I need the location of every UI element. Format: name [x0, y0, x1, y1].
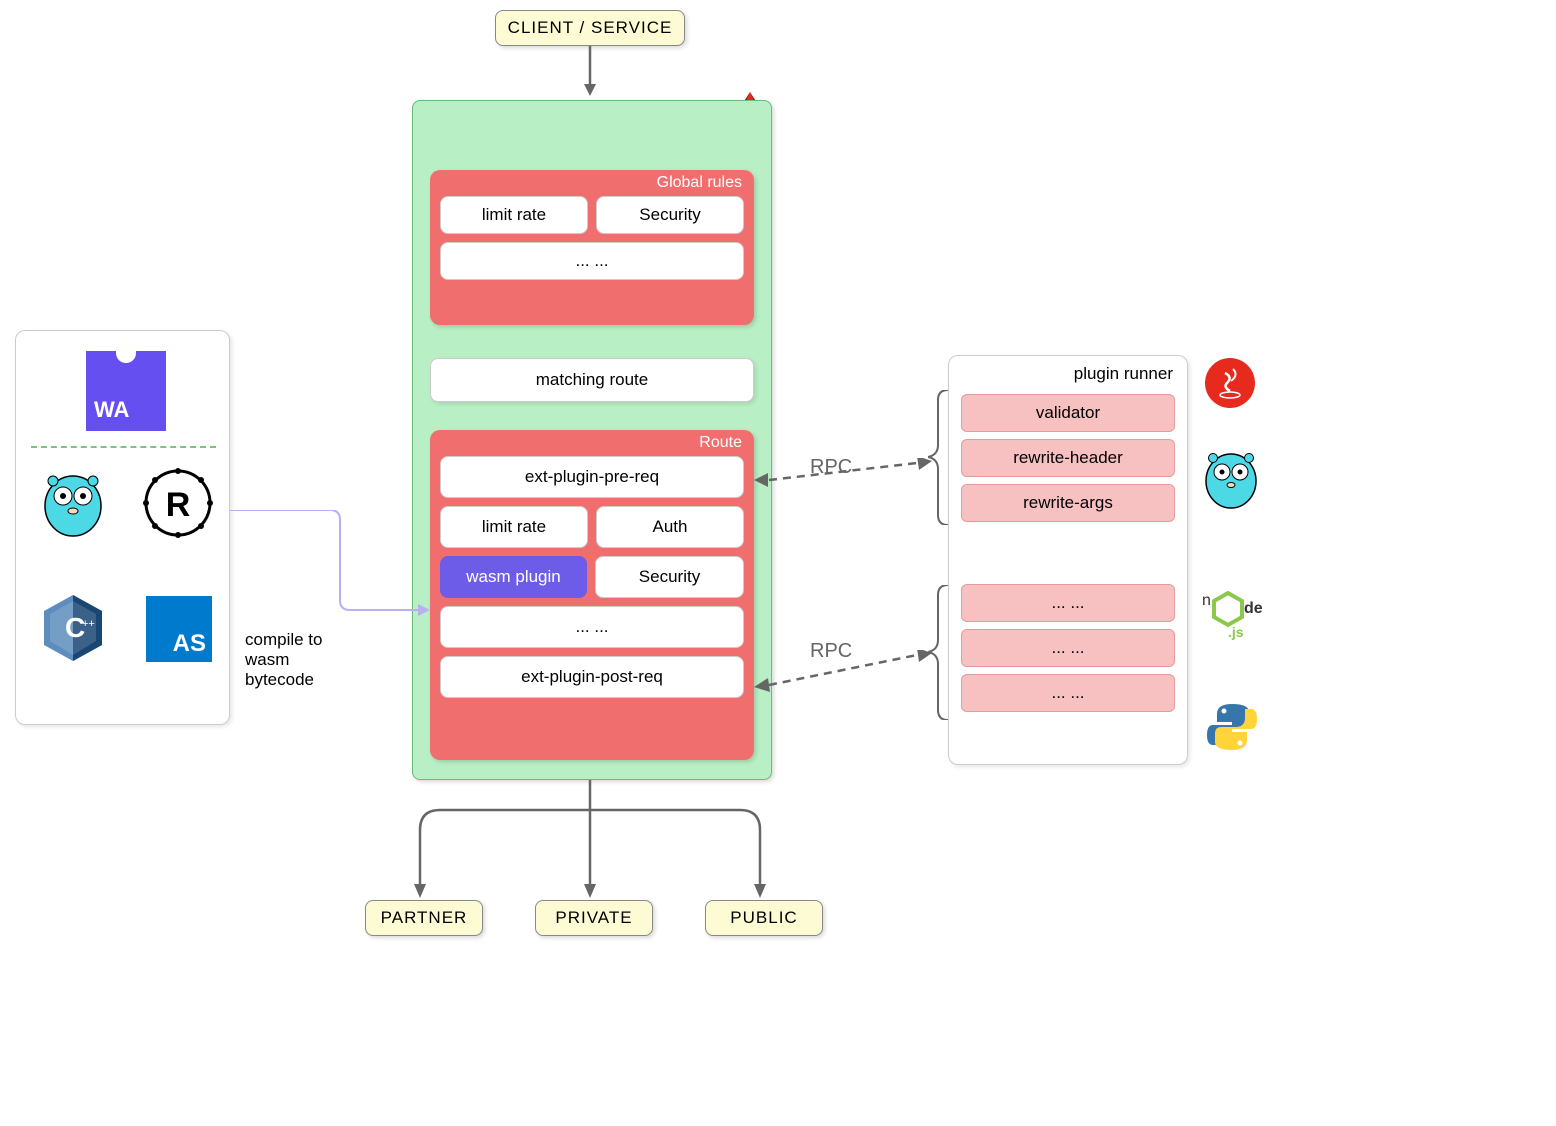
route-panel: Route ext-plugin-pre-req limit rate Auth… — [430, 430, 754, 760]
target-private: PRIVATE — [535, 900, 653, 936]
global-rule-more: ... ... — [440, 242, 744, 280]
node-icon: n de.js — [1200, 585, 1262, 646]
client-label: CLIENT / SERVICE — [508, 18, 673, 38]
svg-text:n: n — [1202, 592, 1211, 609]
route-post-req: ext-plugin-post-req — [440, 656, 744, 698]
svg-text:R: R — [166, 486, 191, 524]
target-partner: PARTNER — [365, 900, 483, 936]
global-rules-header: Global rules — [430, 170, 754, 196]
wa-logo: WA — [86, 351, 166, 431]
runner-item: rewrite-args — [961, 484, 1175, 522]
svg-text:.js: .js — [1228, 624, 1244, 640]
python-icon — [1205, 700, 1259, 759]
rpc-label: RPC — [810, 640, 852, 663]
as-icon: AS — [146, 596, 212, 662]
target-public: PUBLIC — [705, 900, 823, 936]
route-item: Security — [595, 556, 744, 598]
global-rule-item: limit rate — [440, 196, 588, 234]
svg-text:++: ++ — [82, 618, 95, 630]
go-icon — [1200, 445, 1262, 518]
wasm-divider — [31, 446, 216, 448]
route-item: limit rate — [440, 506, 588, 548]
runner-item: ... ... — [961, 674, 1175, 712]
route-header: Route — [430, 430, 754, 456]
runner-item: ... ... — [961, 629, 1175, 667]
svg-text:de: de — [1244, 600, 1262, 617]
runner-item: ... ... — [961, 584, 1175, 622]
go-icon — [38, 466, 108, 546]
global-rule-item: Security — [596, 196, 744, 234]
route-item: Auth — [596, 506, 744, 548]
runner-item: validator — [961, 394, 1175, 432]
runner-item: rewrite-header — [961, 439, 1175, 477]
route-pre-req: ext-plugin-pre-req — [440, 456, 744, 498]
wasm-plugin: wasm plugin — [440, 556, 587, 598]
global-rules-panel: Global rules limit rate Security ... ... — [430, 170, 754, 325]
java-icon — [1205, 358, 1255, 408]
route-more: ... ... — [440, 606, 744, 648]
matching-route: matching route — [430, 358, 754, 402]
client-box: CLIENT / SERVICE — [495, 10, 685, 46]
rpc-label: RPC — [810, 456, 852, 479]
cpp-icon: C++ — [38, 591, 108, 671]
runner-title: plugin runner — [949, 356, 1187, 392]
wasm-panel: WA R C++ AS — [15, 330, 230, 725]
plugin-runner-panel: plugin runner validator rewrite-header r… — [948, 355, 1188, 765]
rust-icon: R — [141, 466, 216, 546]
compile-label: compile to wasm bytecode — [245, 630, 322, 690]
